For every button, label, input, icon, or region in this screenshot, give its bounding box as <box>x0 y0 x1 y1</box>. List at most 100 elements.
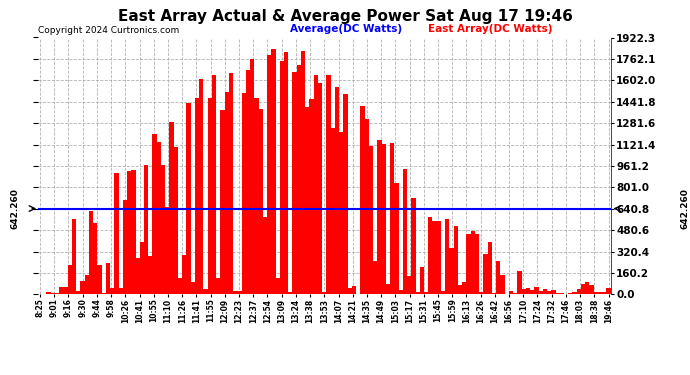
Bar <box>259 109 263 294</box>
Bar <box>339 132 344 294</box>
Bar <box>496 261 500 294</box>
Bar <box>212 75 216 294</box>
Bar <box>424 292 428 294</box>
Bar <box>233 291 237 294</box>
Bar <box>364 119 369 294</box>
Bar <box>543 289 547 294</box>
Bar <box>475 234 479 294</box>
Text: 642.260: 642.260 <box>10 188 19 229</box>
Bar <box>560 293 564 294</box>
Bar <box>182 255 186 294</box>
Bar <box>178 278 182 294</box>
Bar <box>195 98 199 294</box>
Bar <box>267 55 271 294</box>
Bar <box>585 282 589 294</box>
Bar <box>360 106 364 294</box>
Bar <box>199 79 204 294</box>
Bar <box>471 231 475 294</box>
Bar <box>437 222 441 294</box>
Bar <box>135 258 140 294</box>
Bar <box>305 107 309 294</box>
Bar <box>144 165 148 294</box>
Bar <box>46 292 50 294</box>
Bar <box>577 290 581 294</box>
Bar <box>152 134 157 294</box>
Bar <box>420 267 424 294</box>
Bar <box>220 110 225 294</box>
Bar <box>55 292 59 294</box>
Bar <box>441 291 445 294</box>
Bar <box>454 226 458 294</box>
Bar <box>284 52 288 294</box>
Bar <box>97 265 101 294</box>
Text: East Array Actual & Average Power Sat Aug 17 19:46: East Array Actual & Average Power Sat Au… <box>117 9 573 24</box>
Bar <box>204 289 208 294</box>
Text: Copyright 2024 Curtronics.com: Copyright 2024 Curtronics.com <box>38 26 179 35</box>
Bar <box>246 70 250 294</box>
Bar <box>593 292 598 294</box>
Bar <box>326 75 331 294</box>
Bar <box>186 104 190 294</box>
Bar <box>76 291 80 294</box>
Bar <box>59 287 63 294</box>
Bar <box>500 275 504 294</box>
Bar <box>140 242 144 294</box>
Bar <box>68 265 72 294</box>
Bar <box>89 210 93 294</box>
Bar <box>569 293 573 294</box>
Bar <box>301 51 305 294</box>
Bar <box>348 288 352 294</box>
Bar <box>322 292 326 294</box>
Bar <box>390 143 394 294</box>
Bar <box>50 293 55 294</box>
Bar <box>526 288 530 294</box>
Bar <box>488 242 492 294</box>
Bar <box>263 217 267 294</box>
Bar <box>428 217 433 294</box>
Bar <box>229 72 233 294</box>
Bar <box>479 292 484 294</box>
Bar <box>547 291 551 294</box>
Bar <box>449 248 454 294</box>
Text: Average(DC Watts): Average(DC Watts) <box>290 24 402 34</box>
Bar <box>85 275 89 294</box>
Bar <box>161 165 165 294</box>
Text: 642.260: 642.260 <box>680 188 689 229</box>
Bar <box>279 61 284 294</box>
Bar <box>551 290 555 294</box>
Bar <box>80 281 85 294</box>
Bar <box>318 82 322 294</box>
Bar <box>458 285 462 294</box>
Bar <box>148 256 152 294</box>
Bar <box>534 287 538 294</box>
Bar <box>589 285 593 294</box>
Bar <box>165 207 170 294</box>
Bar <box>237 291 242 294</box>
Bar <box>462 282 466 294</box>
Bar <box>518 271 522 294</box>
Bar <box>530 290 534 294</box>
Bar <box>190 282 195 294</box>
Bar <box>119 288 123 294</box>
Bar <box>101 293 106 294</box>
Bar <box>607 288 611 294</box>
Bar <box>170 122 174 294</box>
Bar <box>602 292 607 294</box>
Bar <box>445 219 449 294</box>
Bar <box>297 65 301 294</box>
Bar <box>555 293 560 294</box>
Bar <box>538 291 543 294</box>
Bar <box>314 75 318 294</box>
Bar <box>255 98 259 294</box>
Bar <box>93 223 97 294</box>
Bar <box>411 198 415 294</box>
Bar <box>288 292 293 294</box>
Bar <box>250 58 255 294</box>
Bar <box>466 234 471 294</box>
Bar <box>216 278 220 294</box>
Bar <box>399 290 403 294</box>
Bar <box>63 287 68 294</box>
Bar <box>174 147 178 294</box>
Bar <box>573 292 577 294</box>
Bar <box>352 286 356 294</box>
